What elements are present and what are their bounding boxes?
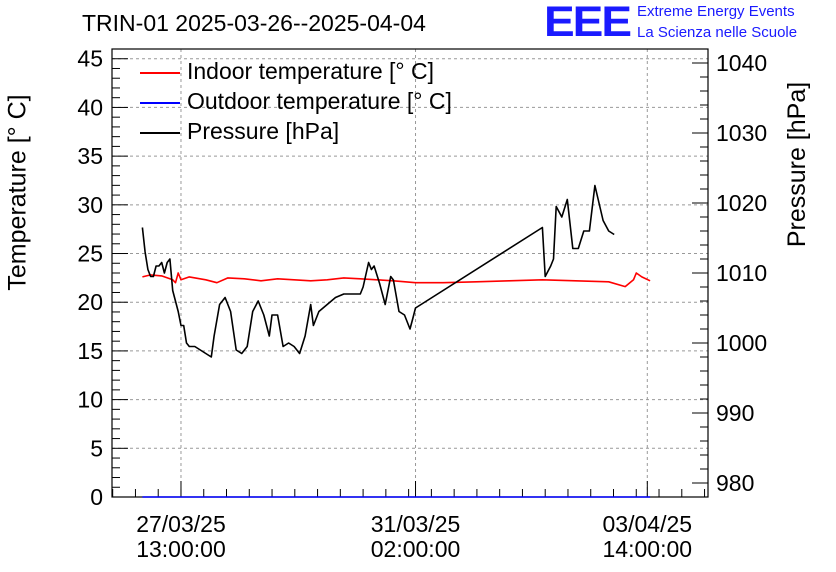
y-tick-label-right: 1030 <box>716 120 767 146</box>
legend-swatch-indoor <box>140 72 180 74</box>
y-tick-label-right: 1040 <box>716 50 767 76</box>
legend-label-pressure: Pressure [hPa] <box>187 118 340 144</box>
series-line-indoor <box>142 272 651 288</box>
legend-swatch-outdoor <box>140 102 180 104</box>
y-tick-label-right: 980 <box>716 470 754 496</box>
y-tick-label-left: 0 <box>90 484 103 510</box>
legend-swatch-pressure <box>140 132 180 134</box>
y-tick-label-left: 45 <box>77 46 103 72</box>
logo-line-1: Extreme Energy Events <box>637 3 795 20</box>
legend-label-outdoor: Outdoor temperature [° C] <box>187 88 452 114</box>
series-lines <box>141 184 651 498</box>
y-tick-label-left: 5 <box>90 435 103 461</box>
y-tick-label-left: 25 <box>77 241 103 267</box>
legend-label-indoor: Indoor temperature [° C] <box>187 58 434 84</box>
y-tick-label-left: 15 <box>77 338 103 364</box>
series-line-pressure <box>141 184 615 358</box>
x-tick-label-date: 27/03/25 <box>136 511 226 537</box>
chart-title: TRIN-01 2025-03-26--2025-04-04 <box>82 10 426 36</box>
x-tick-label-date: 31/03/25 <box>371 511 461 537</box>
y-tick-label-left: 20 <box>77 289 103 315</box>
x-tick-label-time: 02:00:00 <box>371 536 461 562</box>
logo-line-2: La Scienza nelle Scuole <box>637 24 798 41</box>
x-tick-label-time: 13:00:00 <box>136 536 226 562</box>
y-tick-label-left: 40 <box>77 94 103 120</box>
y-tick-label-left: 30 <box>77 192 103 218</box>
y-axis-label-right: Pressure [hPa] <box>782 81 811 248</box>
y-tick-label-left: 10 <box>77 387 103 413</box>
plot-frame <box>111 48 709 498</box>
y-tick-label-right: 1010 <box>716 260 767 286</box>
y-tick-label-left: 35 <box>77 143 103 169</box>
y-tick-label-right: 990 <box>716 400 754 426</box>
x-tick-label-date: 03/04/25 <box>603 511 693 537</box>
eee-logo: EEE <box>544 0 632 46</box>
y-tick-label-right: 1020 <box>716 190 767 216</box>
y-axis-label-left: Temperature [° C] <box>3 94 32 291</box>
x-tick-label-time: 14:00:00 <box>603 536 693 562</box>
grid-lines <box>112 49 708 497</box>
y-tick-label-right: 1000 <box>716 330 767 356</box>
axis-ticks: 0 5 10 15 20 25 30 35 40 45 980 990 1000 1010 1020 1030… <box>77 46 767 562</box>
